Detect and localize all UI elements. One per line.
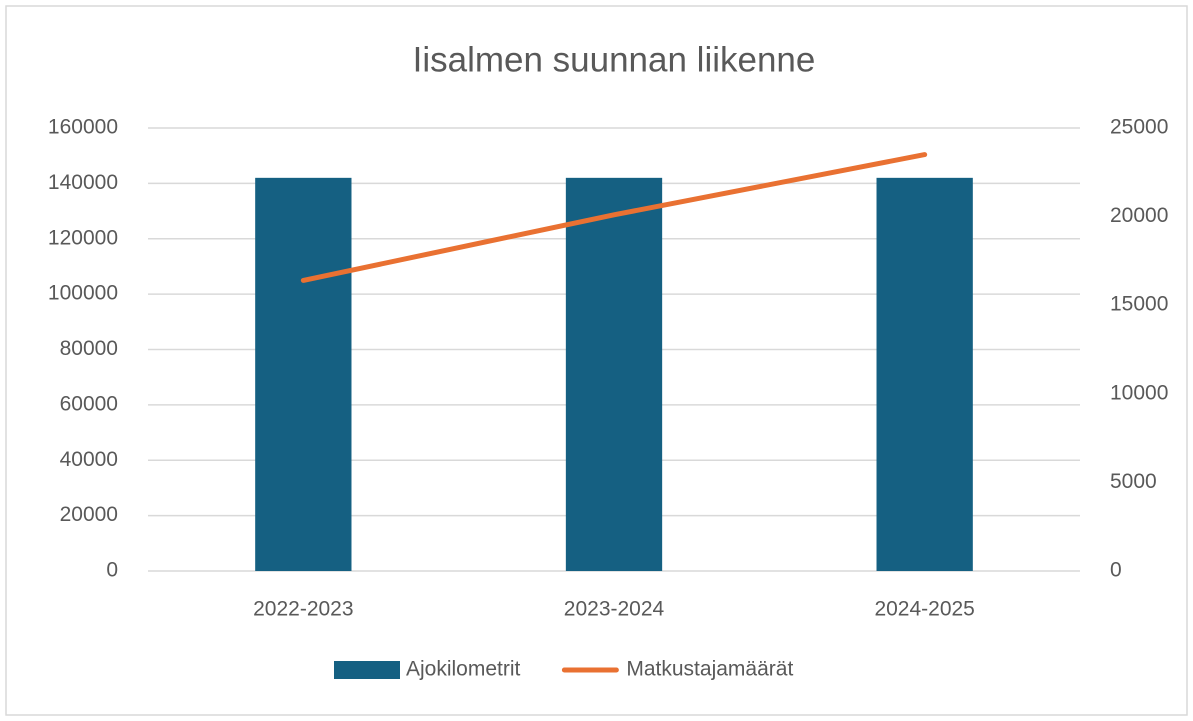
y2-tick-label: 0 — [1110, 559, 1122, 582]
y-tick-label: 120000 — [48, 226, 118, 249]
y2-tick-label: 15000 — [1110, 293, 1168, 316]
bar — [255, 177, 352, 571]
legend-label: Matkustajamäärät — [626, 658, 793, 681]
y-tick-label: 40000 — [60, 448, 118, 471]
y2-tick-label: 10000 — [1110, 381, 1168, 404]
y-tick-label: 0 — [106, 559, 118, 582]
chart-title: Iisalmen suunnan liikenne — [413, 40, 816, 79]
legend-label: Ajokilometrit — [406, 658, 521, 681]
y2-tick-label: 25000 — [1110, 116, 1168, 139]
y-tick-label: 100000 — [48, 282, 118, 305]
y-tick-label: 80000 — [60, 337, 118, 360]
legend-swatch — [334, 661, 400, 679]
y2-tick-label: 20000 — [1110, 204, 1168, 227]
y-tick-label: 60000 — [60, 392, 118, 415]
y2-tick-label: 5000 — [1110, 470, 1157, 493]
bar — [565, 177, 663, 571]
y-tick-label: 140000 — [48, 171, 118, 194]
y-tick-label: 160000 — [48, 116, 118, 139]
line — [300, 152, 928, 283]
x-tick-label: 2024-2025 — [874, 598, 974, 621]
x-tick-label: 2022-2023 — [253, 598, 353, 621]
bar — [876, 177, 973, 571]
x-tick-label: 2023-2024 — [564, 598, 665, 621]
y-tick-label: 20000 — [60, 503, 118, 526]
